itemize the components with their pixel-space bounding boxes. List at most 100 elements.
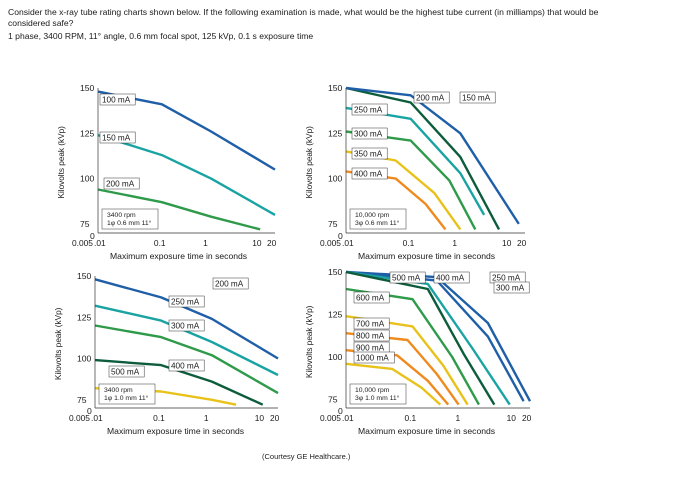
series-label: 200 mA <box>416 94 445 103</box>
x-tick-label: 1 <box>452 238 457 248</box>
y-tick-label: 100 <box>80 174 95 184</box>
series-label: 300 mA <box>496 284 525 293</box>
series-label-box <box>353 291 390 304</box>
series-label: 400 mA <box>436 274 465 283</box>
series-label: 200 mA <box>215 280 244 289</box>
tube-spec-line: 1φ 0.6 mm 11° <box>107 219 152 227</box>
series-line-150-ma <box>345 86 520 225</box>
series-line-200-ma <box>345 86 501 230</box>
x-tick-label: 0.1 <box>404 413 416 423</box>
question-line-1: Consider the x-ray tube rating charts sh… <box>8 7 599 17</box>
x-tick-label: 0.005 <box>69 413 90 423</box>
x-tick-label: 20 <box>522 413 532 423</box>
x-axis-title: Maximum exposure time in seconds <box>110 251 247 261</box>
x-tick-label: .01 <box>342 238 354 248</box>
series-label-box <box>108 365 145 378</box>
series-label-box <box>99 131 136 144</box>
y-tick-label: 0 <box>338 406 343 416</box>
series-label-box <box>168 295 205 308</box>
series-line-200-ma <box>94 278 279 360</box>
x-tick-label: 0.1 <box>403 238 415 248</box>
series-label-box <box>433 271 470 284</box>
x-tick-label: 1 <box>204 413 209 423</box>
tube-spec-line: 3φ 0.6 mm 11° <box>355 219 400 227</box>
series-line-150-ma <box>97 133 276 216</box>
chart-panel-3: 200 mA 250 mA 300 mA 400 mA 500 mA 075 100 125 1… <box>54 271 280 436</box>
series-line-500-ma <box>345 270 496 406</box>
y-tick-label: 0 <box>338 231 343 241</box>
x-tick-label: 20 <box>517 238 527 248</box>
series-label: 400 mA <box>171 362 200 371</box>
y-tick-label: 75 <box>80 219 90 229</box>
series-line-400-ma <box>345 270 511 406</box>
y-tick-label: 75 <box>328 219 338 229</box>
x-tick-label: 0.1 <box>153 413 165 423</box>
series-label-box <box>353 351 395 364</box>
series-line-1000-ma <box>345 362 442 406</box>
x-tick-label: 20 <box>267 238 277 248</box>
tube-spec-line: 10,000 rpm <box>355 387 390 394</box>
series-line-200-ma <box>97 188 261 231</box>
series-label: 350 mA <box>354 150 383 159</box>
series-label-box <box>168 319 205 332</box>
x-tick-label: .01 <box>91 413 103 423</box>
y-axis-title: Kilovolts peak (kVp) <box>57 126 66 199</box>
tube-spec-line: 1φ 1.0 mm 11° <box>104 394 149 402</box>
x-axis-title: Maximum exposure time in seconds <box>107 426 244 436</box>
y-axis-title: Kilovolts peak (kVp) <box>305 126 314 199</box>
tube-spec-line: 3400 rpm <box>104 387 133 394</box>
question-text: Consider the x-ray tube rating charts sh… <box>8 7 688 42</box>
exam-parameters: 1 phase, 3400 RPM, 11° angle, 0.6 mm foc… <box>8 31 314 41</box>
y-tick-label: 150 <box>328 83 343 93</box>
x-tick-label: .01 <box>94 238 106 248</box>
series-label-box <box>351 147 388 160</box>
tube-spec-box <box>349 383 407 405</box>
x-tick-label: 20 <box>270 413 280 423</box>
series-label: 100 mA <box>102 96 131 105</box>
y-tick-label: 75 <box>77 395 87 405</box>
series-label: 250 mA <box>171 298 200 307</box>
series-label-box <box>459 91 496 104</box>
y-tick-label: 125 <box>328 128 343 138</box>
series-label: 250 mA <box>354 106 383 115</box>
tube-spec-line: 10,000 rpm <box>355 212 390 219</box>
figure-credit: (Courtesy GE Healthcare.) <box>262 452 351 461</box>
y-tick-label: 150 <box>328 267 343 277</box>
series-label: 400 mA <box>354 170 383 179</box>
x-tick-label: 0.1 <box>154 238 166 248</box>
x-tick-label: 0.005 <box>72 238 93 248</box>
y-axis-title: Kilovolts peak (kVp) <box>305 305 314 378</box>
series-label-box <box>168 359 205 372</box>
series-label: 1000 mA <box>356 354 389 363</box>
series-label-box <box>351 167 388 180</box>
series-label: 900 mA <box>356 344 385 353</box>
x-axis-title: Maximum exposure time in seconds <box>358 426 495 436</box>
series-label: 150 mA <box>462 94 491 103</box>
tube-spec-line: 3φ 1.0 mm 11° <box>355 394 400 402</box>
series-label: 250 mA <box>492 274 521 283</box>
series-label: 500 mA <box>392 274 421 283</box>
series-label: 700 mA <box>356 320 385 329</box>
series-label-box <box>353 317 390 330</box>
tube-spec-line: 3400 rpm <box>107 212 136 219</box>
chart-panel-2: 200 mA 150 mA 250 mA 300 mA 350 mA 400 mA 075 1… <box>305 83 527 261</box>
series-label-box <box>351 127 388 140</box>
y-tick-label: 100 <box>328 174 343 184</box>
x-tick-label: 1 <box>203 238 208 248</box>
x-tick-label: 10 <box>502 238 512 248</box>
series-line-300-ma <box>94 324 279 395</box>
x-tick-label: 1 <box>456 413 461 423</box>
series-label-box <box>493 281 530 294</box>
x-tick-label: 10 <box>252 238 262 248</box>
series-label: 300 mA <box>171 322 200 331</box>
y-tick-label: 125 <box>77 312 92 322</box>
series-label-box <box>389 271 426 284</box>
x-tick-label: 0.005 <box>320 238 341 248</box>
y-tick-label: 125 <box>80 128 95 138</box>
chart-panel-1: 100 mA 150 mA 200 mA 075 100 125 150 0.005.01 0.… <box>57 83 277 261</box>
y-tick-label: 150 <box>77 271 92 281</box>
series-label: 600 mA <box>356 294 385 303</box>
series-line-250-ma <box>94 304 279 377</box>
question-line-2: considered safe? <box>8 18 74 28</box>
